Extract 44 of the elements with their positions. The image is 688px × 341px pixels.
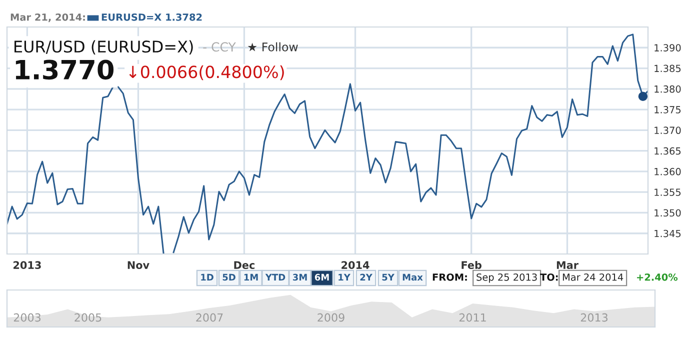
y-tick-label: 1.385	[654, 64, 681, 72]
y-tick-label: 1.365	[654, 147, 681, 155]
text: 5Y	[382, 274, 394, 281]
text: FROM:	[432, 273, 467, 281]
text: YTD	[265, 274, 286, 280]
text: +2.40%	[637, 273, 678, 281]
y-tick-label: 1.355	[654, 188, 681, 196]
text: EUR/USD (EURUSD=X)	[14, 40, 193, 55]
x-tick-label: 2014	[342, 261, 370, 270]
text: 1Y	[338, 274, 350, 280]
y-tick-label: 1.370	[654, 126, 681, 134]
y-tick-label: 1.375	[654, 106, 681, 114]
text: Max	[402, 274, 423, 281]
text: Sep 25 2013	[476, 273, 537, 283]
text: 1.3770	[16, 60, 114, 80]
text: 6M	[314, 274, 329, 281]
text: 1D	[201, 274, 214, 280]
text: 5D	[222, 274, 236, 281]
x-tick-label: 2005	[74, 313, 102, 322]
annotation: ★ Follow	[248, 42, 298, 52]
text: 2Y	[360, 274, 372, 280]
y-tick-label: 1.345	[654, 230, 681, 238]
x-tick-label: 2011	[459, 313, 486, 322]
x-tick-label: 2003	[14, 313, 40, 322]
annotation: ↓0.0066(0.4800%)	[129, 65, 284, 80]
text: 1M	[244, 274, 258, 280]
text: Mar 21, 2014:	[10, 13, 85, 22]
x-tick-label: Mar	[556, 261, 578, 270]
x-tick-label: 2007	[196, 313, 223, 322]
x-tick-label: Feb	[462, 260, 482, 270]
text: 3M	[292, 274, 307, 281]
x-tick-label: Dec	[234, 261, 254, 270]
text: Mar 24 2014	[562, 273, 624, 281]
text: TO:	[540, 273, 558, 281]
y-tick-label: 1.380	[654, 85, 681, 93]
x-tick-label: 2013	[14, 261, 41, 270]
x-tick-label: Nov	[128, 261, 150, 270]
y-tick-label: 1.360	[654, 168, 681, 176]
x-tick-label: 2013	[580, 313, 608, 322]
y-tick-label: 1.350	[654, 209, 681, 217]
x-tick-label: 2009	[318, 313, 344, 322]
text: EURUSD=X 1.3782	[102, 13, 202, 21]
annotation: - CCY	[203, 42, 236, 52]
y-tick-label: 1.390	[654, 44, 681, 52]
